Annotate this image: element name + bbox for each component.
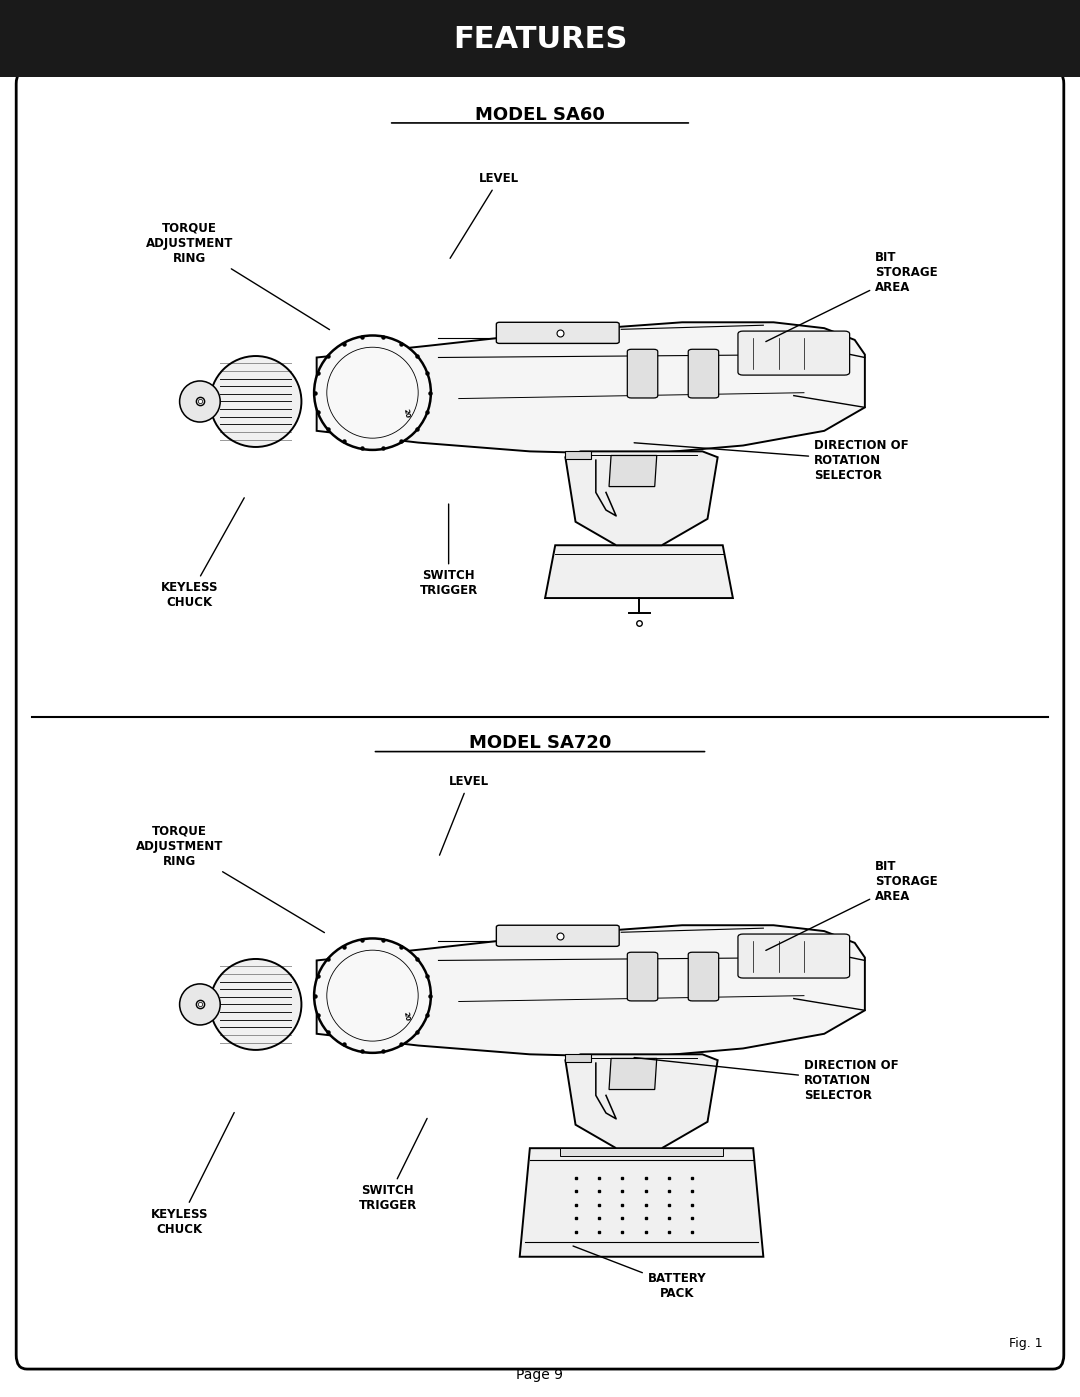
Polygon shape <box>316 925 865 1058</box>
Text: Page 9: Page 9 <box>516 1368 564 1382</box>
FancyBboxPatch shape <box>627 953 658 1000</box>
Ellipse shape <box>314 335 431 450</box>
Text: SWITCH
TRIGGER: SWITCH TRIGGER <box>419 504 477 598</box>
Ellipse shape <box>314 939 431 1053</box>
Polygon shape <box>609 455 657 486</box>
Text: MODEL SA720: MODEL SA720 <box>469 735 611 752</box>
FancyBboxPatch shape <box>688 953 718 1000</box>
Text: DIRECTION OF
ROTATION
SELECTOR: DIRECTION OF ROTATION SELECTOR <box>634 1058 899 1102</box>
FancyBboxPatch shape <box>738 935 850 978</box>
Text: FEATURES: FEATURES <box>453 25 627 53</box>
Text: TORQUE
ADJUSTMENT
RING: TORQUE ADJUSTMENT RING <box>136 824 324 933</box>
Polygon shape <box>566 1055 717 1148</box>
Text: MODEL SA60: MODEL SA60 <box>475 106 605 123</box>
FancyBboxPatch shape <box>738 331 850 374</box>
Text: 20: 20 <box>402 408 409 419</box>
Ellipse shape <box>179 983 220 1025</box>
Ellipse shape <box>179 381 220 422</box>
Polygon shape <box>519 1148 764 1257</box>
Polygon shape <box>561 1148 723 1155</box>
Text: KEYLESS
CHUCK: KEYLESS CHUCK <box>161 497 244 609</box>
FancyBboxPatch shape <box>16 70 1064 1369</box>
Text: DIRECTION OF
ROTATION
SELECTOR: DIRECTION OF ROTATION SELECTOR <box>634 439 908 482</box>
FancyBboxPatch shape <box>497 323 619 344</box>
Text: SWITCH
TRIGGER: SWITCH TRIGGER <box>359 1119 427 1213</box>
FancyBboxPatch shape <box>0 0 1080 77</box>
Text: BIT
STORAGE
AREA: BIT STORAGE AREA <box>766 251 937 342</box>
Text: LEVEL: LEVEL <box>450 172 519 258</box>
Text: BATTERY
PACK: BATTERY PACK <box>573 1246 706 1301</box>
FancyBboxPatch shape <box>688 349 718 398</box>
Polygon shape <box>545 545 733 598</box>
Polygon shape <box>566 451 591 460</box>
Text: LEVEL: LEVEL <box>440 775 489 855</box>
Polygon shape <box>566 451 717 545</box>
Text: 20: 20 <box>402 1011 409 1021</box>
Polygon shape <box>316 323 865 454</box>
Polygon shape <box>609 1059 657 1090</box>
FancyBboxPatch shape <box>497 925 619 946</box>
Text: Fig. 1: Fig. 1 <box>1009 1337 1042 1351</box>
Ellipse shape <box>210 958 301 1051</box>
Text: BIT
STORAGE
AREA: BIT STORAGE AREA <box>766 859 937 950</box>
Text: KEYLESS
CHUCK: KEYLESS CHUCK <box>151 1112 234 1235</box>
FancyBboxPatch shape <box>627 349 658 398</box>
Ellipse shape <box>210 356 301 447</box>
Polygon shape <box>566 1055 591 1062</box>
Text: TORQUE
ADJUSTMENT
RING: TORQUE ADJUSTMENT RING <box>146 222 329 330</box>
